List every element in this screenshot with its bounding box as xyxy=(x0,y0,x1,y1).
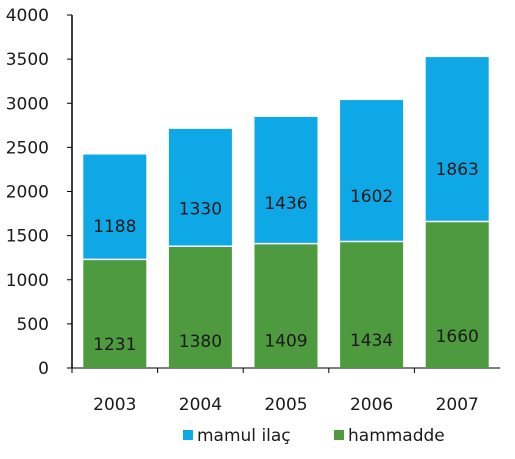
y-tick-label: 3000 xyxy=(6,94,49,114)
y-tick-label: 2500 xyxy=(6,138,49,158)
data-label-mamul-ilac-2005: 1436 xyxy=(264,194,307,214)
y-axis: 0 500 1000 1500 2000 2500 3000 3500 4000 xyxy=(6,6,73,379)
data-label-hammadde-2005: 1409 xyxy=(264,332,307,352)
bar-mamul-ilac-2003 xyxy=(83,154,147,260)
y-tick-label: 0 xyxy=(38,359,49,379)
y-tick-label: 1000 xyxy=(6,271,49,291)
legend: mamul ilaç hammadde xyxy=(183,426,445,446)
legend-swatch-mamul-ilac xyxy=(183,430,193,440)
bar-hammadde-2004 xyxy=(168,246,232,368)
legend-label-hammadde: hammadde xyxy=(348,426,445,446)
data-labels: 1231 1188 1380 1330 1409 1436 1434 1602 1660 1863 xyxy=(93,160,479,355)
data-label-hammadde-2004: 1380 xyxy=(179,332,222,352)
bar-mamul-ilac-2007 xyxy=(425,57,489,222)
x-tick-label: 2005 xyxy=(264,395,307,415)
x-tick-label: 2006 xyxy=(350,395,393,415)
legend-label-mamul-ilac: mamul ilaç xyxy=(197,426,291,446)
bar-hammadde-2007 xyxy=(425,221,489,368)
bar-mamul-ilac-2004 xyxy=(168,128,232,247)
data-label-hammadde-2007: 1660 xyxy=(436,327,479,347)
x-tick-label: 2004 xyxy=(179,395,222,415)
x-tick-label: 2003 xyxy=(93,395,136,415)
data-label-mamul-ilac-2003: 1188 xyxy=(93,217,136,237)
y-tick-label: 3500 xyxy=(6,50,49,70)
y-tick-label: 4000 xyxy=(6,6,49,26)
bar-hammadde-2006 xyxy=(340,241,404,368)
y-tick-label: 500 xyxy=(17,315,49,335)
y-tick-label: 1500 xyxy=(6,227,49,247)
bar-mamul-ilac-2006 xyxy=(340,100,404,242)
legend-swatch-hammadde xyxy=(334,430,344,440)
data-label-mamul-ilac-2006: 1602 xyxy=(350,187,393,207)
bar-hammadde-2003 xyxy=(83,259,147,368)
data-label-hammadde-2003: 1231 xyxy=(93,335,136,355)
data-label-hammadde-2006: 1434 xyxy=(350,331,393,351)
data-label-mamul-ilac-2007: 1863 xyxy=(436,160,479,180)
x-tick-label: 2007 xyxy=(436,395,479,415)
bar-mamul-ilac-2005 xyxy=(254,116,318,244)
bars xyxy=(83,57,489,368)
x-axis: 2003 2004 2005 2006 2007 xyxy=(71,367,500,415)
y-tick-label: 2000 xyxy=(6,183,49,203)
bar-hammadde-2005 xyxy=(254,243,318,368)
data-label-mamul-ilac-2004: 1330 xyxy=(179,200,222,220)
